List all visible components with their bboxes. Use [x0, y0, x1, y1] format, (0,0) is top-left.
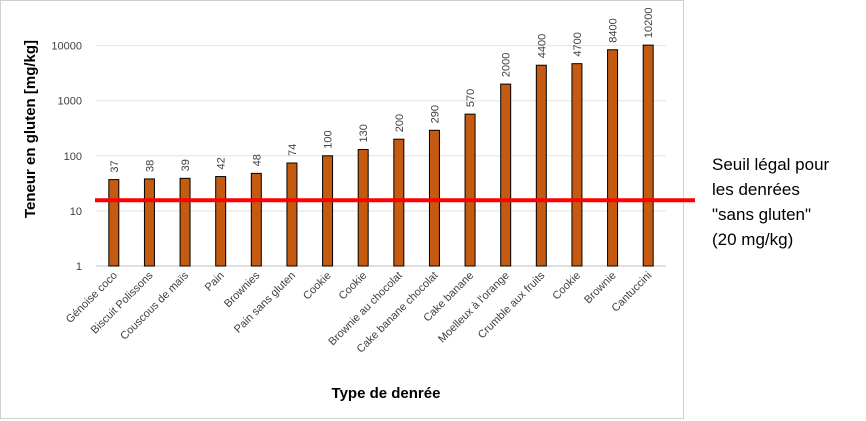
bar — [286, 162, 298, 267]
bar — [642, 44, 654, 267]
x-tick-label: Cookie — [337, 270, 370, 303]
data-labels: 37 38 39 42 48 74 100 130 200 290 570 2000 4400 4700 8… — [109, 8, 655, 173]
x-tick-label: Crumble aux fruits — [476, 269, 548, 341]
data-label: 38 — [144, 160, 156, 172]
data-label: 42 — [216, 157, 228, 169]
data-label: 48 — [251, 154, 263, 166]
data-label: 37 — [109, 160, 121, 172]
data-label: 100 — [323, 130, 335, 148]
bar-chart: 1 10 100 1000 10000 37 38 39 42 48 74 100 130 200 290… — [22, 8, 666, 402]
bar — [535, 64, 547, 267]
grid-lines — [96, 45, 666, 267]
x-tick-label: Cookie — [301, 270, 334, 303]
x-tick-label: Brownie — [582, 270, 619, 307]
bar — [322, 155, 334, 267]
data-label: 290 — [429, 105, 441, 123]
data-label: 74 — [287, 144, 299, 156]
x-tick-label: Biscuit Polissons — [89, 269, 156, 336]
threshold-annotation: Seuil légal pour les denrées "sans glute… — [712, 155, 830, 249]
x-axis-title: Type de denrée — [332, 385, 441, 402]
y-tick-label: 1 — [76, 261, 82, 273]
x-tick-label: Pain — [203, 270, 227, 294]
bar — [215, 176, 227, 267]
y-tick-label: 10 — [70, 206, 82, 218]
bars — [108, 44, 654, 267]
data-label: 10200 — [643, 8, 655, 39]
data-label: 570 — [465, 89, 477, 107]
data-label: 39 — [180, 159, 192, 171]
y-tick-label: 100 — [64, 151, 82, 163]
y-tick-label: 10000 — [51, 41, 82, 53]
chart-frame: 1 10 100 1000 10000 37 38 39 42 48 74 100 130 200 290… — [0, 0, 684, 419]
bar — [250, 172, 262, 267]
bar — [179, 177, 191, 267]
data-label: 4400 — [536, 34, 548, 58]
y-axis-title: Teneur en gluten [mg/kg] — [22, 40, 39, 218]
bar — [571, 63, 583, 267]
y-tick-labels: 1 10 100 1000 10000 — [51, 41, 82, 273]
bar — [143, 178, 155, 267]
bar — [500, 83, 512, 267]
data-label: 2000 — [501, 53, 513, 77]
bar — [428, 129, 440, 267]
y-tick-label: 1000 — [58, 96, 82, 108]
bar — [357, 149, 369, 267]
bar — [393, 138, 405, 267]
x-tick-label: Pain sans gluten — [232, 270, 298, 336]
x-tick-label: Cookie — [550, 270, 583, 303]
data-label: 8400 — [608, 18, 620, 42]
data-label: 200 — [394, 114, 406, 132]
bar — [108, 179, 120, 267]
data-label: 130 — [358, 124, 370, 142]
x-tick-label: Couscous de maïs — [118, 269, 191, 342]
data-label: 4700 — [572, 32, 584, 56]
bar — [464, 113, 476, 267]
bar — [607, 49, 619, 267]
